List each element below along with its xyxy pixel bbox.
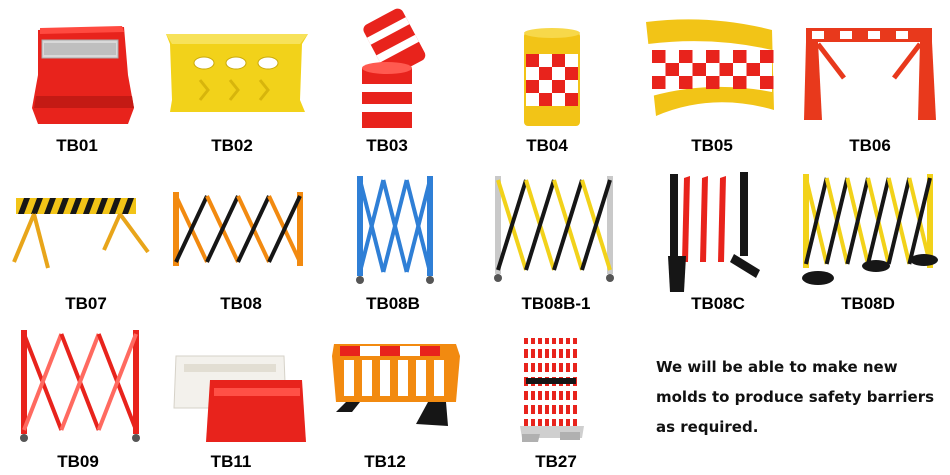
product-code-label: TB08D (841, 294, 895, 313)
note-line: as required. (656, 418, 759, 436)
product-code-label: TB07 (65, 294, 107, 313)
lattice-pattern (494, 176, 614, 282)
lattice-pattern (356, 176, 434, 284)
note-line: We will be able to make new (656, 358, 898, 376)
checker-pattern (526, 54, 578, 106)
lattice-pattern (803, 174, 933, 268)
product-code-label: TB02 (211, 136, 253, 155)
product-code-label: TB08B-1 (521, 294, 591, 313)
product-code-label: TB12 (364, 452, 406, 471)
product-code-label: TB04 (526, 136, 568, 155)
slat-pattern (670, 172, 748, 262)
lattice-pattern (173, 192, 303, 266)
product-code-label: TB27 (535, 452, 577, 471)
note-line: molds to produce safety barriers (656, 388, 935, 406)
checker-pattern (652, 50, 774, 89)
product-code-label: TB05 (691, 136, 733, 155)
product-code-label: TB08C (691, 294, 745, 313)
product-code-label: TB09 (57, 452, 99, 471)
custom-molds-note: We will be able to make new molds to pro… (656, 352, 934, 442)
product-code-label: TB08 (220, 294, 262, 313)
product-code-label: TB03 (366, 136, 408, 155)
stripe-pattern (18, 198, 134, 214)
lattice-pattern (20, 330, 140, 442)
product-code-label: TB06 (849, 136, 891, 155)
product-code-label: TB08B (366, 294, 420, 313)
product-code-label: TB01 (56, 136, 98, 155)
product-code-label: TB11 (210, 452, 252, 471)
